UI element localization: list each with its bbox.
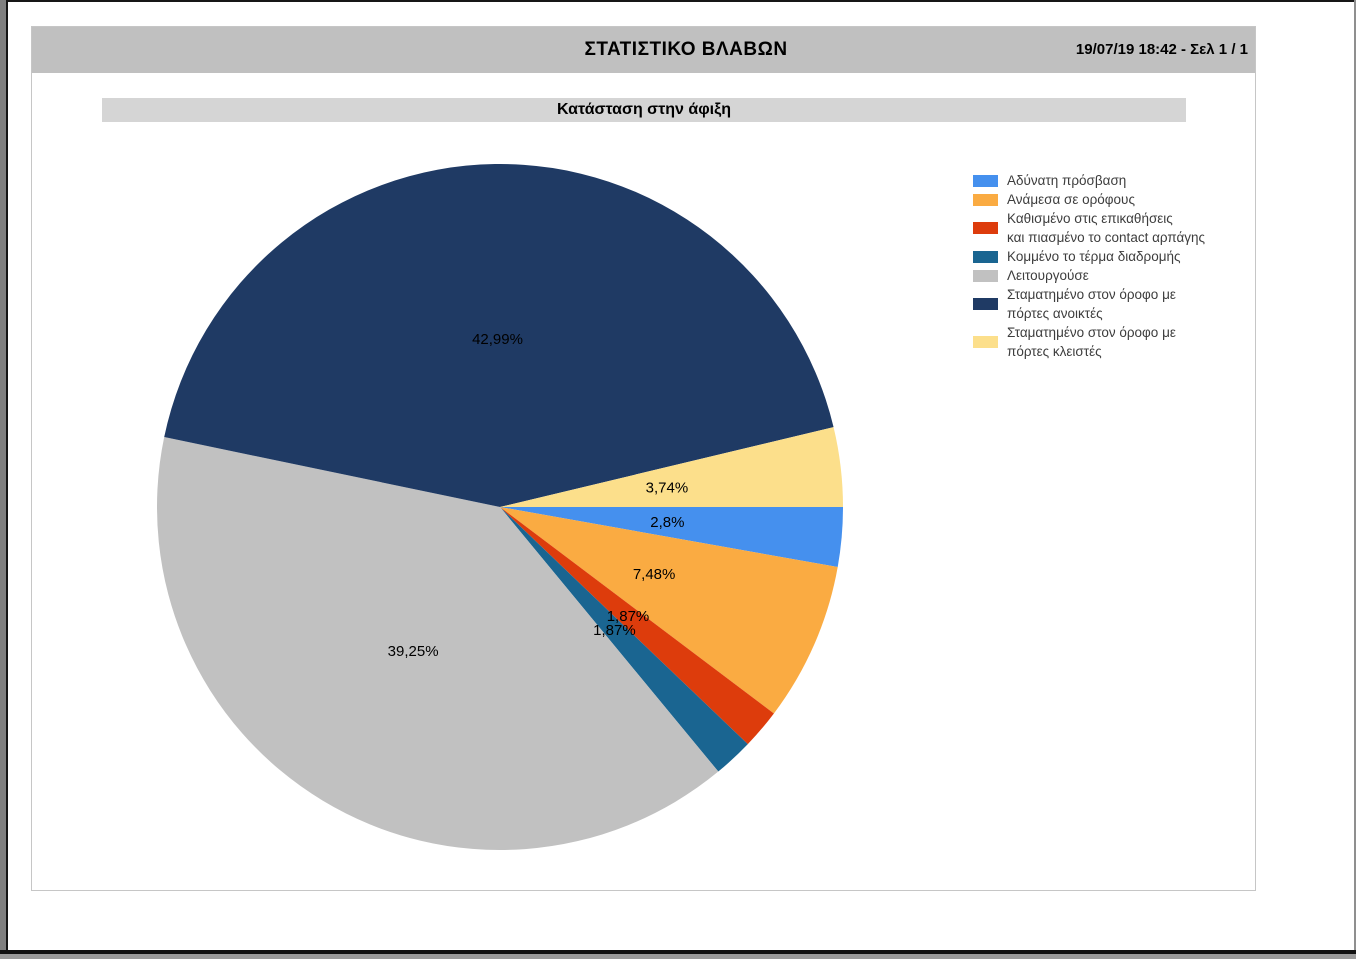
legend-item-5: Σταματημένο στον όροφο με πόρτες ανοικτέ… xyxy=(973,285,1198,323)
legend-label-5-line1: Σταματημένο στον όροφο με xyxy=(1007,287,1176,302)
pie-percent-label-0: 2,8% xyxy=(650,514,684,531)
legend-item-0: Αδύνατη πρόσβαση xyxy=(973,171,1198,190)
report-title: ΣΤΑΤΙΣΤΙΚΟ ΒΛΑΒΩΝ xyxy=(584,39,788,60)
legend-swatch-1 xyxy=(973,193,998,206)
pie-slice-0 xyxy=(500,507,843,568)
legend-item-2: Καθισμένο στις επικαθήσεις και πιασμένο … xyxy=(973,209,1205,247)
window-border-left xyxy=(0,0,6,959)
pie-percent-label-4: 39,25% xyxy=(388,643,439,660)
legend-label-6-line2: πόρτες κλειστές xyxy=(1007,344,1102,359)
window-border-bottom xyxy=(0,950,1356,954)
legend-label-2-line2: και πιασμένο το contact αρπάγης xyxy=(1007,230,1206,245)
legend-label-6-line1: Σταματημένο στον όροφο με xyxy=(1007,325,1176,340)
section-title-bar: Κατάσταση στην άφιξη xyxy=(102,98,1186,122)
legend-label-1: Ανάμεσα σε ορόφους xyxy=(1007,192,1135,207)
pie-chart: 2,8% 7,48% 1,87%1,87% 39,25% 42,99% 3,74% xyxy=(156,163,843,850)
pie-percent-label-5: 42,99% xyxy=(472,331,523,348)
legend-label-5-line2: πόρτες ανοικτές xyxy=(1007,306,1103,321)
window-border-left-inner xyxy=(6,0,8,959)
pie-slice-3 xyxy=(500,507,748,772)
pie-slice-2 xyxy=(500,507,774,745)
legend-swatch-4 xyxy=(973,269,998,282)
window-border-top xyxy=(0,0,1356,2)
window-border-right xyxy=(1354,0,1356,959)
pie-percent-label-6: 3,74% xyxy=(646,479,689,496)
legend-label-0: Αδύνατη πρόσβαση xyxy=(1007,173,1127,188)
legend-item-4: Λειτουργούσε xyxy=(973,266,1198,285)
legend-item-1: Ανάμεσα σε ορόφους xyxy=(973,190,1198,209)
window-border-bottom-outer xyxy=(0,954,1356,959)
report-header-bar: ΣΤΑΤΙΣΤΙΚΟ ΒΛΑΒΩΝ 19/07/19 18:42 - Σελ 1… xyxy=(32,27,1255,73)
legend-label-4: Λειτουργούσε xyxy=(1007,268,1089,283)
pie-slice-1 xyxy=(500,507,838,714)
pie-percent-label-3: 1,87% xyxy=(593,622,636,639)
pie-slice-5 xyxy=(164,163,834,507)
legend-swatch-2 xyxy=(973,222,998,234)
legend-swatch-0 xyxy=(973,174,998,187)
pie-slice-6 xyxy=(500,427,843,507)
report-page: ΣΤΑΤΙΣΤΙΚΟ ΒΛΑΒΩΝ 19/07/19 18:42 - Σελ 1… xyxy=(31,26,1256,891)
legend-item-6: Σταματημένο στον όροφο με πόρτες κλειστέ… xyxy=(973,323,1198,361)
legend-swatch-6 xyxy=(973,336,998,348)
legend-label-2-line1: Καθισμένο στις επικαθήσεις xyxy=(1007,211,1173,226)
pie-percent-label-2: 1,87% xyxy=(607,608,650,625)
pie-slice-4 xyxy=(156,437,719,850)
legend-swatch-5 xyxy=(973,298,998,310)
report-timestamp-page: 19/07/19 18:42 - Σελ 1 / 1 xyxy=(1075,41,1248,58)
legend-item-3: Κομμένο το τέρμα διαδρομής xyxy=(973,247,1198,266)
chart-legend: Αδύνατη πρόσβαση Ανάμεσα σε ορόφους Καθι… xyxy=(973,171,1205,361)
legend-label-3: Κομμένο το τέρμα διαδρομής xyxy=(1007,249,1181,264)
pie-percent-label-1: 7,48% xyxy=(633,566,676,583)
legend-swatch-3 xyxy=(973,250,998,263)
